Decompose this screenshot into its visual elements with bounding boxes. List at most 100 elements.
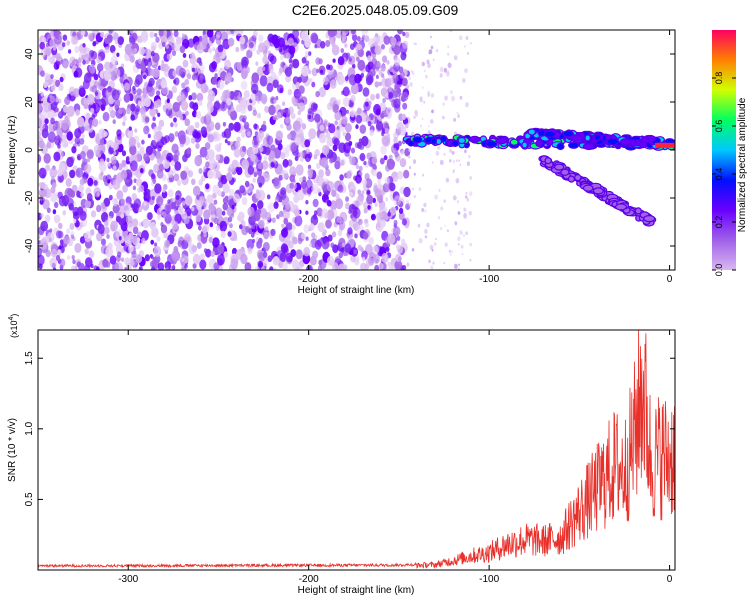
spectrogram-cell — [328, 123, 336, 134]
spectrogram-cell — [288, 240, 294, 249]
spectrogram-cell — [350, 147, 356, 154]
spectrogram-cell — [563, 131, 573, 137]
spectrogram-cell — [72, 35, 79, 45]
spectrogram-cell — [74, 243, 82, 253]
spectrogram-cell — [79, 137, 85, 145]
spectrogram-cell — [285, 52, 291, 59]
spectrogram-cell — [59, 258, 66, 268]
spectrogram-cell — [305, 210, 309, 215]
spectrogram-cell — [180, 260, 186, 267]
spectrogram-cell — [73, 218, 77, 224]
spectrogram-cell — [375, 74, 379, 79]
spectrogram-cell — [266, 194, 271, 200]
spectrogram-cell — [186, 73, 192, 80]
spectrogram-cell — [462, 77, 466, 83]
spectrogram-cell — [594, 188, 603, 194]
spectrogram-cell — [374, 188, 382, 198]
spectrogram-cell — [297, 110, 302, 116]
spectrogram-cell — [422, 86, 424, 89]
spectrogram-cell — [223, 94, 228, 100]
spectrogram-cell — [294, 215, 303, 227]
spectrogram-cell — [412, 159, 417, 164]
spectrogram-cell — [382, 98, 386, 103]
spectrogram-cell — [275, 96, 279, 101]
spectrogram-cell — [147, 86, 155, 97]
spectrogram-cell — [50, 74, 54, 79]
spectrogram-cell — [143, 190, 148, 197]
spectrogram-cell — [288, 58, 293, 64]
spectrogram-cell — [339, 174, 344, 181]
spectrogram-cell — [158, 42, 164, 49]
spectrogram-cell — [240, 44, 245, 52]
spectrogram-cell — [555, 164, 564, 170]
spectrogram-cell — [247, 165, 255, 175]
spectrogram-cell — [280, 243, 288, 254]
spectrogram-cell — [268, 104, 276, 116]
spectrogram-cell — [133, 198, 141, 209]
spectrogram-cell — [465, 102, 469, 108]
y-tick-label: 0 — [24, 147, 35, 153]
spectrogram-cell — [116, 52, 120, 57]
spectrogram-cell — [242, 115, 247, 121]
spectrogram-cell — [231, 204, 235, 210]
spectrogram-cell — [164, 239, 170, 249]
spectrogram-cell — [39, 238, 48, 250]
spectrogram-cell — [143, 97, 151, 108]
spectrogram-cell — [383, 90, 387, 95]
spectrogram-cell — [357, 189, 362, 195]
spectrogram-cell — [442, 115, 445, 120]
spectrogram-cell — [409, 82, 413, 87]
spectrogram-cell — [49, 257, 57, 268]
spectrogram-cell — [374, 202, 378, 207]
spectrogram-cell — [71, 265, 76, 270]
spectrogram-cell — [343, 142, 351, 154]
spectrogram-cell — [157, 124, 162, 131]
spectrogram-cell — [230, 106, 235, 112]
spectrogram-cell — [215, 207, 223, 218]
spectrogram-cell — [138, 46, 145, 56]
spectrogram-cell — [468, 210, 472, 216]
spectrogram-cell — [421, 61, 425, 67]
spectrogram-cell — [452, 159, 455, 164]
spectrogram-cell — [286, 123, 292, 131]
spectrogram-cell — [174, 149, 180, 158]
spectrogram-cell — [338, 252, 343, 259]
spectrogram-cell — [70, 234, 75, 239]
spectrogram-cell — [308, 114, 312, 120]
spectrogram-cell — [365, 64, 371, 73]
spectrogram-cell — [157, 214, 161, 220]
spectrogram-cell — [68, 203, 74, 211]
spectrogram-cell — [157, 262, 165, 270]
spectrogram-cell — [408, 155, 411, 159]
spectrogram-cell — [198, 168, 203, 174]
spectrogram-cell — [255, 61, 259, 66]
spectrogram-cell — [408, 148, 411, 152]
y-tick-label: 0.5 — [24, 492, 35, 506]
spectrogram-cell — [227, 167, 232, 173]
spectrogram-cell — [304, 139, 311, 148]
spectrogram-cell — [161, 60, 165, 65]
spectrogram-cell — [251, 83, 259, 95]
spectrogram-cell — [457, 267, 460, 270]
spectrogram-cell — [367, 190, 370, 195]
spectrogram-cell — [413, 137, 422, 143]
spectrogram-cell — [453, 117, 457, 122]
spectrogram-cell — [273, 267, 277, 270]
spectrogram-cell — [121, 159, 126, 167]
spectrogram-cell — [132, 85, 136, 91]
x-tick-label: -300 — [118, 574, 138, 585]
spectrogram-cell — [86, 193, 93, 202]
spectrogram-cell — [207, 93, 214, 103]
spectrogram-cell — [249, 41, 254, 49]
spectrogram-cell — [280, 187, 287, 196]
spectrogram-cell — [463, 45, 466, 48]
spectrogram-cell — [57, 191, 63, 199]
spectrogram-cell — [435, 48, 439, 53]
spectrogram-cell — [223, 251, 228, 258]
spectrogram-cell — [365, 178, 373, 189]
spectrogram-cell — [104, 61, 111, 71]
spectrogram-cell — [356, 36, 361, 42]
spectrogram-cell — [458, 263, 460, 266]
spectrogram-cell — [132, 226, 139, 235]
spectrogram-cell — [294, 155, 299, 161]
